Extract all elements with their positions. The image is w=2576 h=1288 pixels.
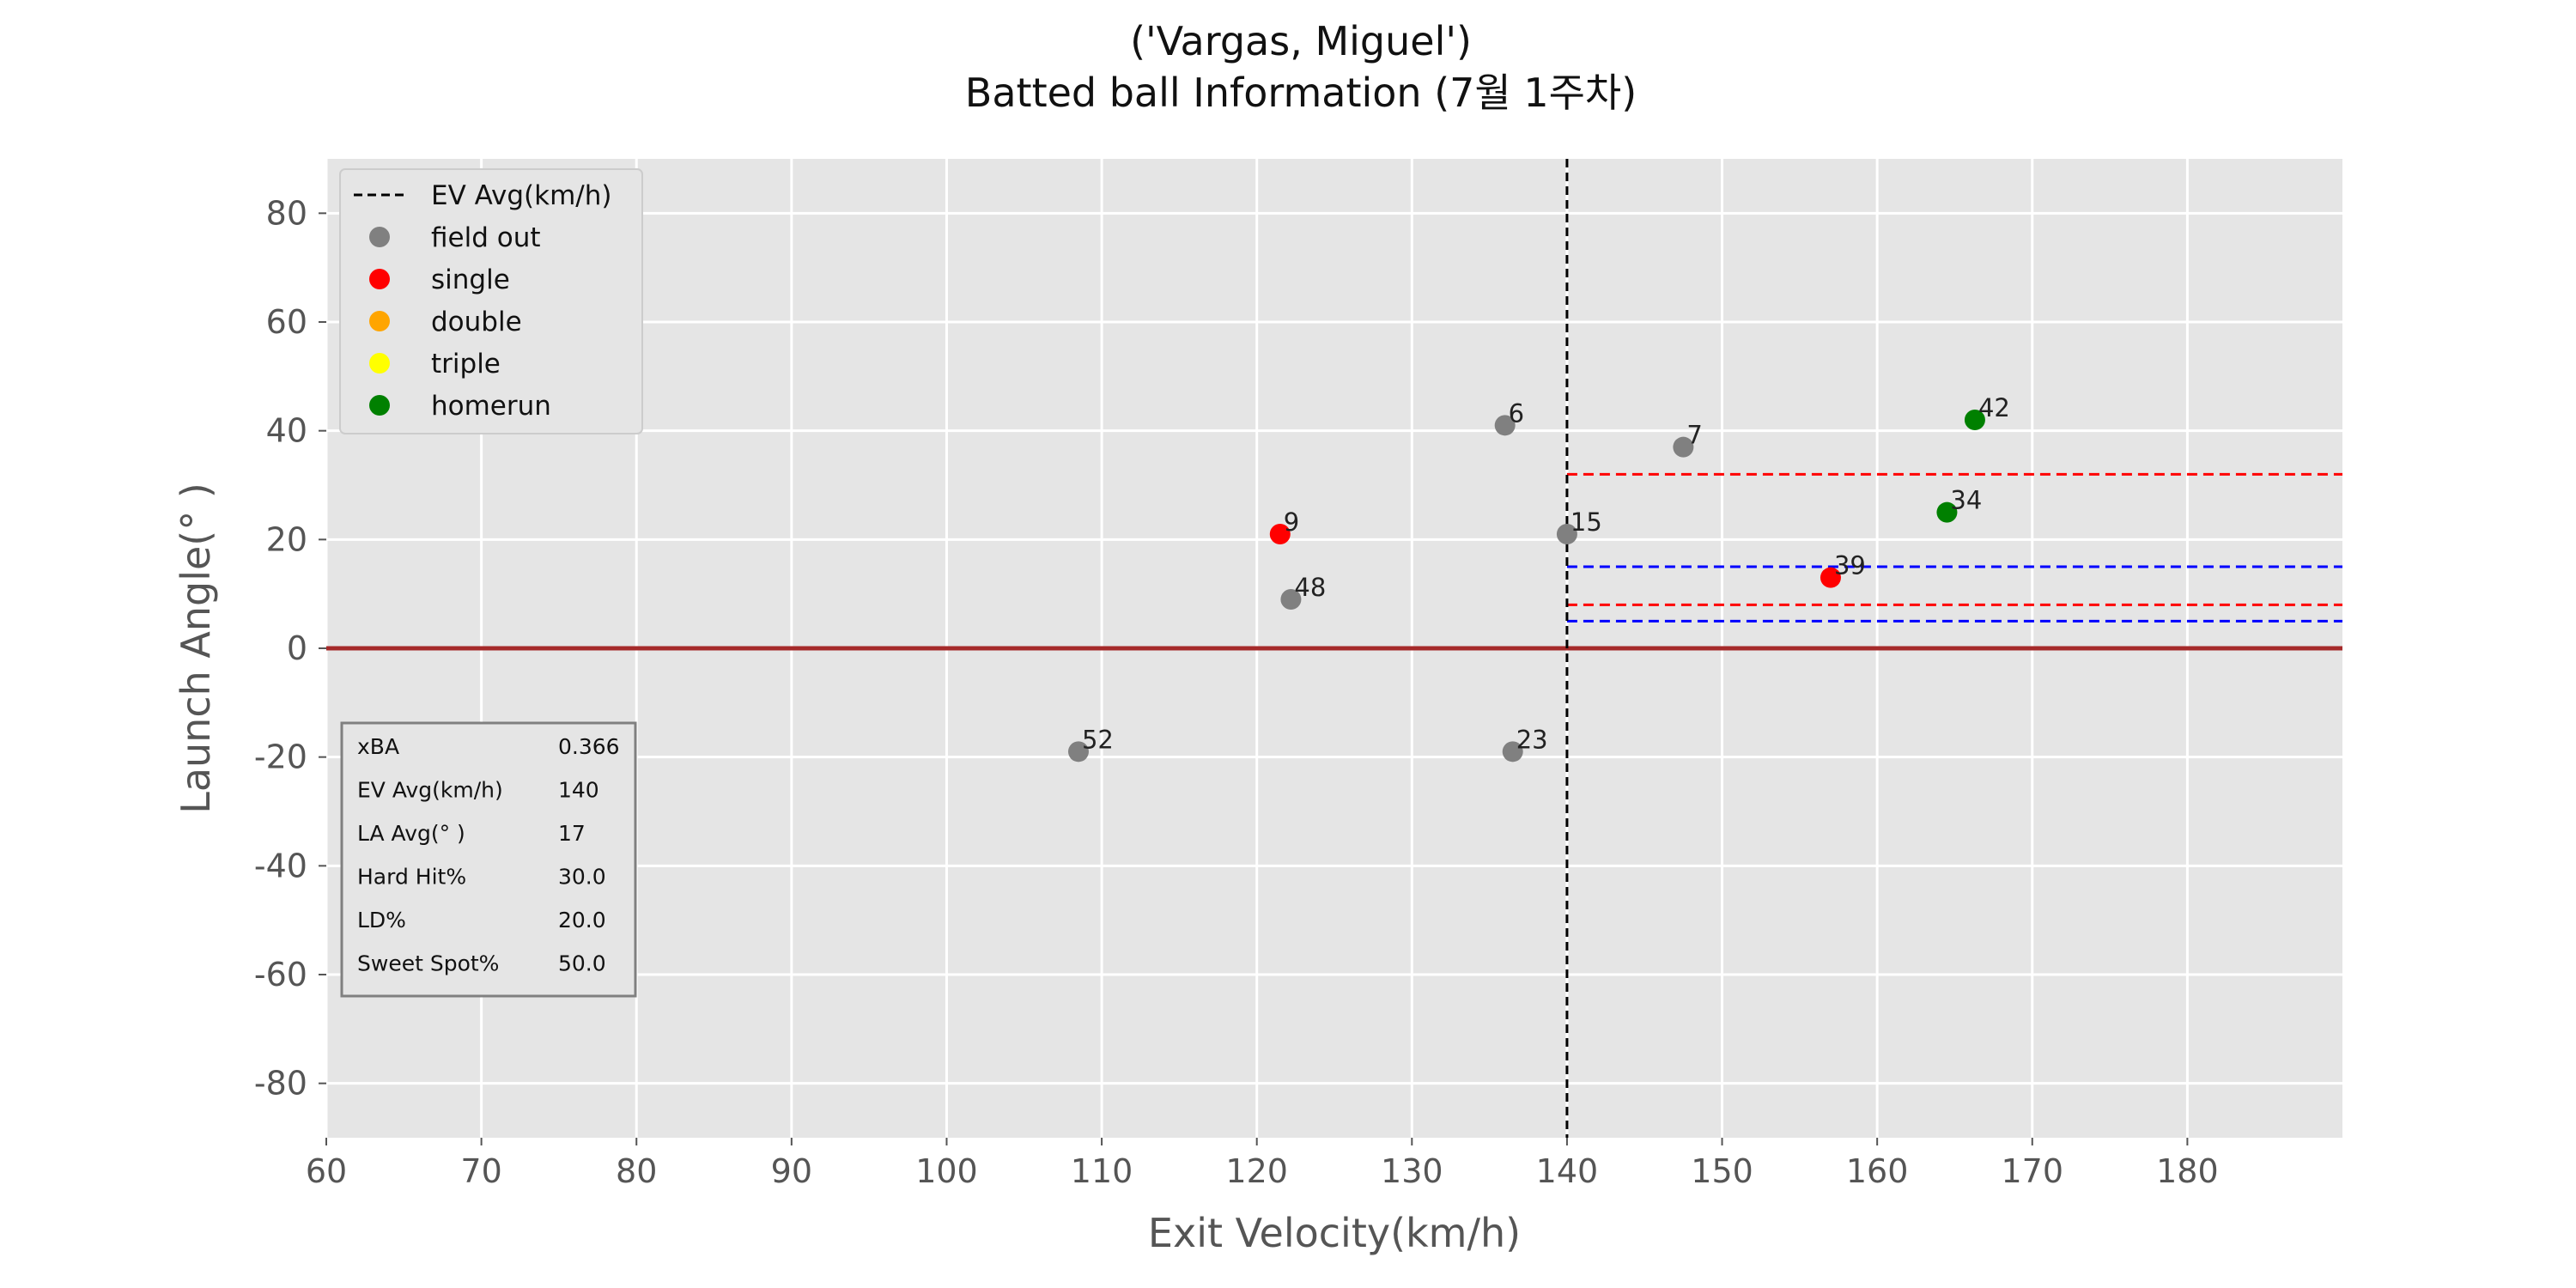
stats-label: xBA bbox=[357, 734, 399, 759]
legend-entry-label: EV Avg(km/h) bbox=[431, 180, 612, 211]
x-tick-label: 140 bbox=[1536, 1152, 1599, 1190]
stats-label: EV Avg(km/h) bbox=[357, 778, 503, 803]
data-point-label: 48 bbox=[1294, 573, 1326, 602]
data-point-label: 39 bbox=[1834, 551, 1866, 580]
x-tick-label: 160 bbox=[1846, 1152, 1909, 1190]
x-tick-label: 100 bbox=[915, 1152, 978, 1190]
stats-label: LD% bbox=[357, 908, 406, 933]
legend-entry-label: double bbox=[431, 307, 522, 337]
x-tick-label: 130 bbox=[1381, 1152, 1443, 1190]
data-point-label: 7 bbox=[1686, 421, 1702, 450]
data-point bbox=[1556, 524, 1577, 544]
y-axis-ticks: 80 60 40 20 0 -20 -40 -60 -80 bbox=[254, 194, 326, 1103]
reference-lines bbox=[326, 159, 2342, 1138]
data-point bbox=[1936, 501, 1958, 523]
data-point-label: 52 bbox=[1082, 725, 1114, 754]
stats-table-box bbox=[340, 721, 637, 998]
legend-marker-swatch bbox=[369, 353, 390, 374]
legend-entry-label: single bbox=[431, 264, 510, 295]
data-point-label: 23 bbox=[1516, 725, 1548, 754]
y-tick-label: -60 bbox=[254, 956, 307, 993]
data-point bbox=[1502, 741, 1523, 762]
legend-box bbox=[339, 168, 643, 434]
x-tick-label: 60 bbox=[306, 1152, 347, 1190]
legend-marker-swatch bbox=[369, 395, 390, 416]
chart-title: ('Vargas, Miguel') bbox=[1130, 18, 1472, 64]
data-point-label: 42 bbox=[1978, 393, 2010, 422]
y-tick-label: 40 bbox=[266, 412, 307, 450]
stats-value: 17 bbox=[558, 821, 586, 846]
y-axis-label: Launch Angle(° ) bbox=[173, 483, 219, 814]
data-point-label: 15 bbox=[1571, 507, 1602, 537]
stats-table: xBA 0.366 EV Avg(km/h) 140 LA Avg(° ) 17 Hard … bbox=[340, 721, 637, 998]
x-tick-label: 120 bbox=[1225, 1152, 1288, 1190]
data-point bbox=[1280, 589, 1302, 610]
stats-value: 140 bbox=[558, 778, 599, 803]
chart-subtitle: Batted ball Information (7월 1주차) bbox=[965, 70, 1637, 116]
data-point bbox=[1673, 436, 1694, 458]
stats-label: Hard Hit% bbox=[357, 865, 466, 890]
data-point-label: 9 bbox=[1284, 507, 1299, 537]
y-tick-label: 0 bbox=[287, 629, 307, 667]
stats-label: Sweet Spot% bbox=[357, 951, 499, 976]
y-tick-label: 80 bbox=[266, 194, 307, 232]
y-tick-label: -80 bbox=[254, 1065, 307, 1103]
y-tick-label: 20 bbox=[266, 520, 307, 558]
x-tick-label: 110 bbox=[1071, 1152, 1133, 1190]
data-point bbox=[1067, 741, 1089, 762]
data-point bbox=[1820, 567, 1841, 588]
legend: EV Avg(km/h) field out single double triple h… bbox=[339, 168, 643, 434]
y-tick-label: -20 bbox=[254, 738, 307, 776]
x-tick-label: 90 bbox=[771, 1152, 812, 1190]
data-point bbox=[1964, 410, 1985, 430]
stats-value: 20.0 bbox=[558, 908, 606, 933]
x-tick-label: 80 bbox=[616, 1152, 657, 1190]
legend-marker-swatch bbox=[369, 227, 390, 247]
legend-entry-label: field out bbox=[431, 222, 541, 253]
x-tick-label: 150 bbox=[1691, 1152, 1753, 1190]
x-tick-label: 180 bbox=[2156, 1152, 2219, 1190]
x-axis-ticks: 60 70 80 90 100 110 120 130 140 150 160 170 180 bbox=[306, 1138, 2219, 1190]
legend-marker-swatch bbox=[369, 311, 390, 331]
x-tick-label: 170 bbox=[2002, 1152, 2064, 1190]
stats-label: LA Avg(° ) bbox=[357, 821, 465, 846]
stats-value: 50.0 bbox=[558, 951, 606, 976]
x-tick-label: 70 bbox=[460, 1152, 501, 1190]
legend-entry-label: triple bbox=[431, 349, 501, 380]
stats-value: 0.366 bbox=[558, 734, 620, 759]
y-tick-label: -40 bbox=[254, 847, 307, 884]
legend-marker-swatch bbox=[369, 269, 390, 289]
data-point-label: 34 bbox=[1950, 486, 1982, 515]
data-points: 6 7 42 34 9 15 39 48 52 23 bbox=[1067, 393, 2010, 762]
data-point bbox=[1494, 415, 1516, 436]
data-point-label: 6 bbox=[1509, 398, 1524, 428]
x-axis-label: Exit Velocity(km/h) bbox=[1148, 1210, 1521, 1256]
legend-entry-label: homerun bbox=[431, 391, 551, 422]
stats-value: 30.0 bbox=[558, 865, 606, 890]
data-point bbox=[1269, 524, 1291, 544]
y-tick-label: 60 bbox=[266, 303, 307, 341]
